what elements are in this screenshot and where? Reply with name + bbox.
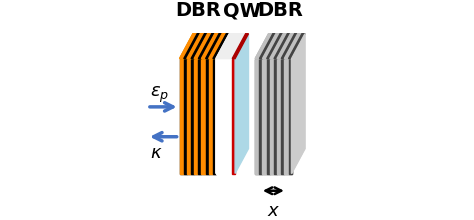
- Polygon shape: [213, 34, 229, 59]
- Bar: [180, 59, 216, 174]
- Bar: [213, 59, 216, 174]
- Polygon shape: [201, 34, 219, 59]
- Bar: [289, 59, 292, 174]
- Polygon shape: [277, 34, 295, 59]
- Polygon shape: [194, 34, 212, 59]
- Polygon shape: [232, 34, 248, 59]
- Polygon shape: [289, 34, 305, 59]
- Bar: [180, 59, 184, 174]
- Bar: [191, 59, 194, 174]
- Polygon shape: [198, 34, 215, 59]
- Bar: [267, 59, 270, 174]
- Bar: [198, 59, 201, 174]
- Text: DBR: DBR: [257, 1, 303, 20]
- Bar: [194, 59, 198, 174]
- Bar: [259, 59, 263, 174]
- Text: $\varepsilon_p$: $\varepsilon_p$: [150, 85, 169, 105]
- Polygon shape: [216, 34, 229, 174]
- Text: QW: QW: [223, 1, 261, 20]
- Text: $\kappa$: $\kappa$: [150, 144, 163, 162]
- Polygon shape: [292, 34, 305, 174]
- Polygon shape: [263, 34, 280, 59]
- Bar: [201, 59, 206, 174]
- Text: DBR: DBR: [175, 1, 221, 20]
- Polygon shape: [255, 34, 305, 59]
- Polygon shape: [191, 34, 208, 59]
- Bar: [187, 59, 191, 174]
- Polygon shape: [216, 34, 229, 174]
- Text: $x$: $x$: [267, 202, 280, 220]
- Polygon shape: [259, 34, 276, 59]
- Polygon shape: [281, 34, 298, 59]
- Bar: [232, 59, 235, 174]
- Bar: [206, 59, 209, 174]
- Polygon shape: [292, 34, 305, 174]
- Bar: [284, 59, 289, 174]
- Bar: [270, 59, 274, 174]
- Polygon shape: [284, 34, 302, 59]
- Bar: [209, 59, 213, 174]
- Bar: [255, 59, 259, 174]
- Polygon shape: [206, 34, 222, 59]
- Polygon shape: [255, 34, 273, 59]
- Polygon shape: [235, 34, 248, 174]
- Bar: [184, 59, 187, 174]
- Polygon shape: [270, 34, 287, 59]
- Bar: [277, 59, 281, 174]
- Polygon shape: [180, 34, 197, 59]
- Polygon shape: [216, 34, 246, 59]
- Polygon shape: [184, 34, 200, 59]
- Bar: [263, 59, 267, 174]
- Polygon shape: [267, 34, 283, 59]
- Polygon shape: [274, 34, 291, 59]
- Polygon shape: [187, 34, 204, 59]
- Bar: [216, 59, 232, 174]
- Polygon shape: [180, 34, 229, 59]
- Bar: [281, 59, 284, 174]
- Bar: [255, 59, 292, 174]
- Polygon shape: [209, 34, 226, 59]
- Bar: [274, 59, 277, 174]
